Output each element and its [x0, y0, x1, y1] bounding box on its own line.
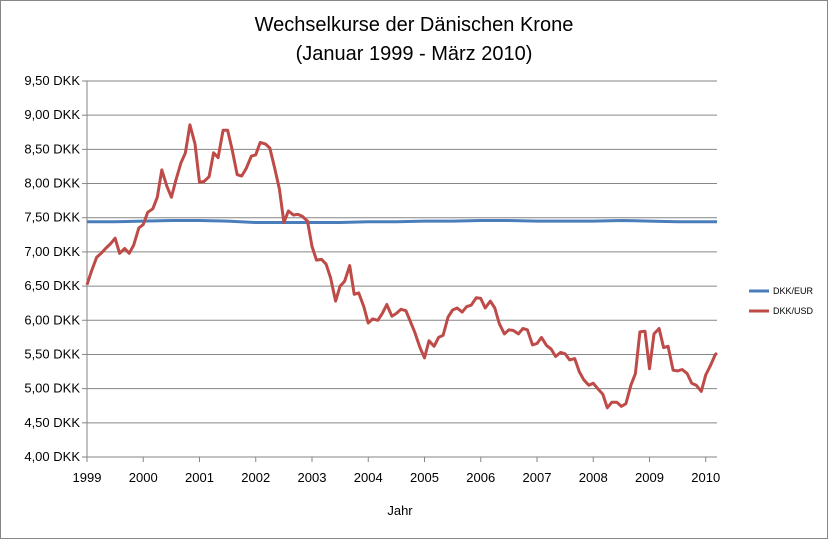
- y-tick-label: 8,50 DKK: [24, 141, 80, 156]
- y-tick-label: 4,50 DKK: [24, 415, 80, 430]
- y-tick-label: 7,50 DKK: [24, 210, 80, 225]
- axes: 4,00 DKK 4,50 DKK 5,00 DKK 5,50 DKK 6,00 DKK…: [24, 73, 720, 485]
- y-tick-label: 5,50 DKK: [24, 346, 80, 361]
- gridlines: [87, 80, 717, 424]
- x-tick-label: 2010: [691, 470, 720, 485]
- legend-label: DKK/EUR: [773, 286, 814, 296]
- x-axis-label: Jahr: [387, 503, 413, 518]
- x-tick-label: 2005: [410, 470, 439, 485]
- x-tick-label: 2002: [241, 470, 270, 485]
- x-tick-label: 2008: [579, 470, 608, 485]
- y-tick-label: 9,50 DKK: [24, 73, 80, 88]
- series-line-dkk-usd: [85, 123, 718, 410]
- x-tick-label: 2006: [466, 470, 495, 485]
- x-tick-label: 2004: [354, 470, 383, 485]
- y-tick-label: 8,00 DKK: [24, 176, 80, 191]
- y-tick-label: 6,00 DKK: [24, 312, 80, 327]
- chart-subtitle: (Januar 1999 - März 2010): [296, 43, 533, 65]
- legend: DKK/EUR DKK/USD: [749, 286, 814, 316]
- series-lines: [85, 123, 718, 410]
- x-tick-label: 1999: [73, 470, 102, 485]
- chart-title: Wechselkurse der Dänischen Krone: [255, 14, 574, 36]
- y-tick-label: 5,00 DKK: [24, 381, 80, 396]
- x-tick-label: 2007: [523, 470, 552, 485]
- legend-label: DKK/USD: [773, 306, 814, 316]
- x-tick-label: 2003: [298, 470, 327, 485]
- y-tick-label: 9,00 DKK: [24, 107, 80, 122]
- y-tick-label: 7,00 DKK: [24, 244, 80, 259]
- x-tick-label: 2009: [635, 470, 664, 485]
- series-line-dkk-eur: [87, 219, 717, 224]
- x-tick-label: 2000: [129, 470, 158, 485]
- y-tick-label: 6,50 DKK: [24, 278, 80, 293]
- x-tick-label: 2001: [185, 470, 214, 485]
- y-tick-label: 4,00 DKK: [24, 449, 80, 464]
